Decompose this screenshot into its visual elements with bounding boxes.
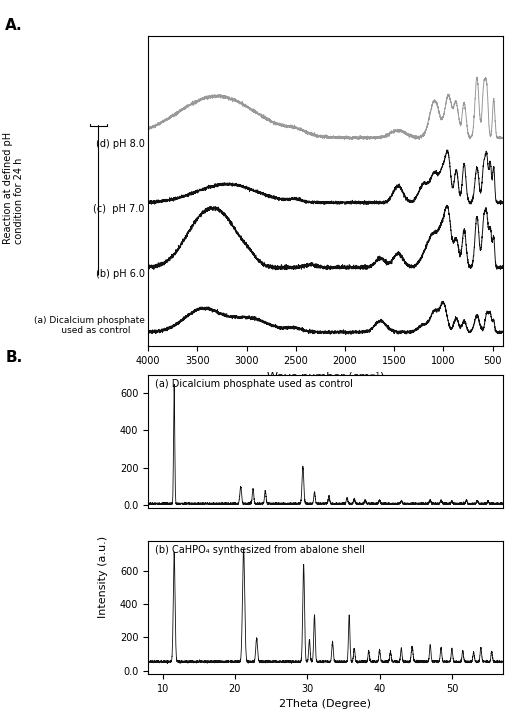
Text: (b) CaHPO₄ synthesized from abalone shell: (b) CaHPO₄ synthesized from abalone shel… [155,545,365,554]
X-axis label: Wave number (cm⁻¹): Wave number (cm⁻¹) [267,371,384,381]
Text: Intensity (a.u.): Intensity (a.u.) [98,536,108,618]
Text: (b) pH 6.0: (b) pH 6.0 [96,269,144,279]
Text: (a) Dicalcium phosphate used as control: (a) Dicalcium phosphate used as control [155,379,353,389]
X-axis label: 2Theta (Degree): 2Theta (Degree) [279,699,371,709]
Text: B.: B. [5,350,23,365]
Text: (c)  pH 7.0: (c) pH 7.0 [93,204,144,214]
Text: Reaction at defined pH
condition for 24 h: Reaction at defined pH condition for 24 … [3,131,24,244]
Text: A.: A. [5,18,23,33]
Text: (a) Dicalcium phosphate
     used as control: (a) Dicalcium phosphate used as control [34,316,144,335]
Text: (d) pH 8.0: (d) pH 8.0 [96,139,144,149]
